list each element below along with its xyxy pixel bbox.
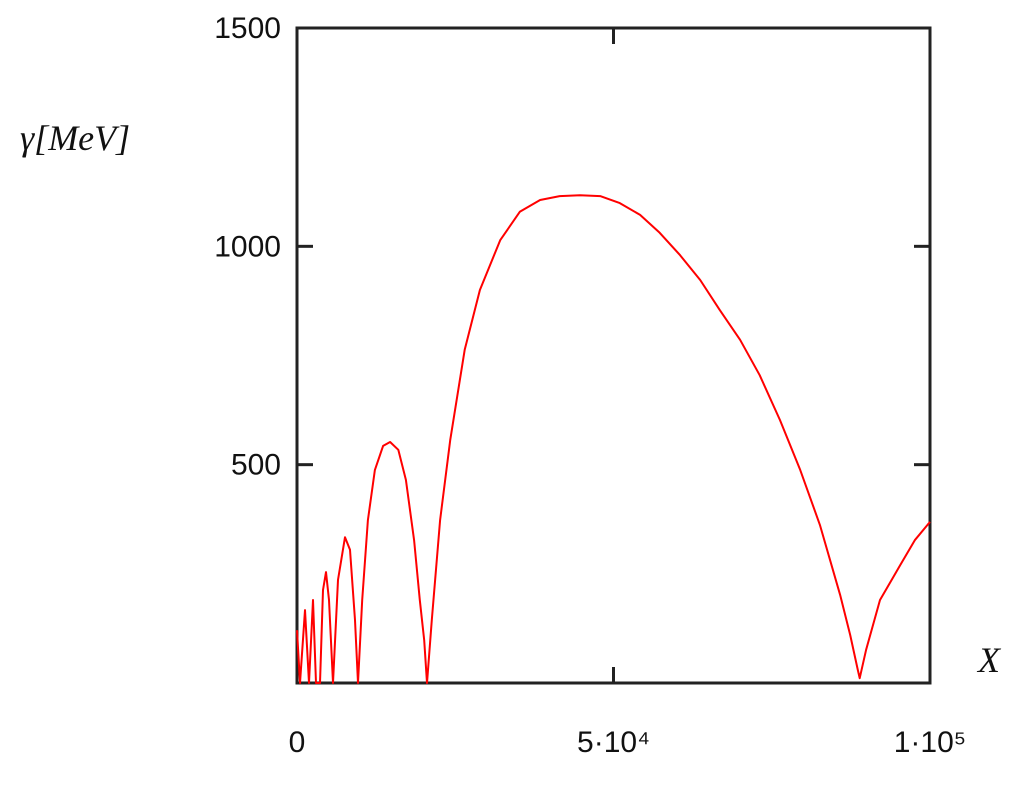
x-tick-label: 5·10⁴ [577,726,650,759]
x-tick-label: 0 [289,726,306,759]
y-tick-label: 500 [231,449,281,482]
x-tick-label: 1·10⁵ [894,726,966,759]
y-axis-label: γ[MeV] [20,118,130,158]
y-tick-label: 1000 [214,230,281,263]
x-axis-label: X [976,640,1002,680]
plot-frame [295,26,932,685]
y-tick-label: 1500 [214,12,281,45]
data-line [296,194,931,684]
